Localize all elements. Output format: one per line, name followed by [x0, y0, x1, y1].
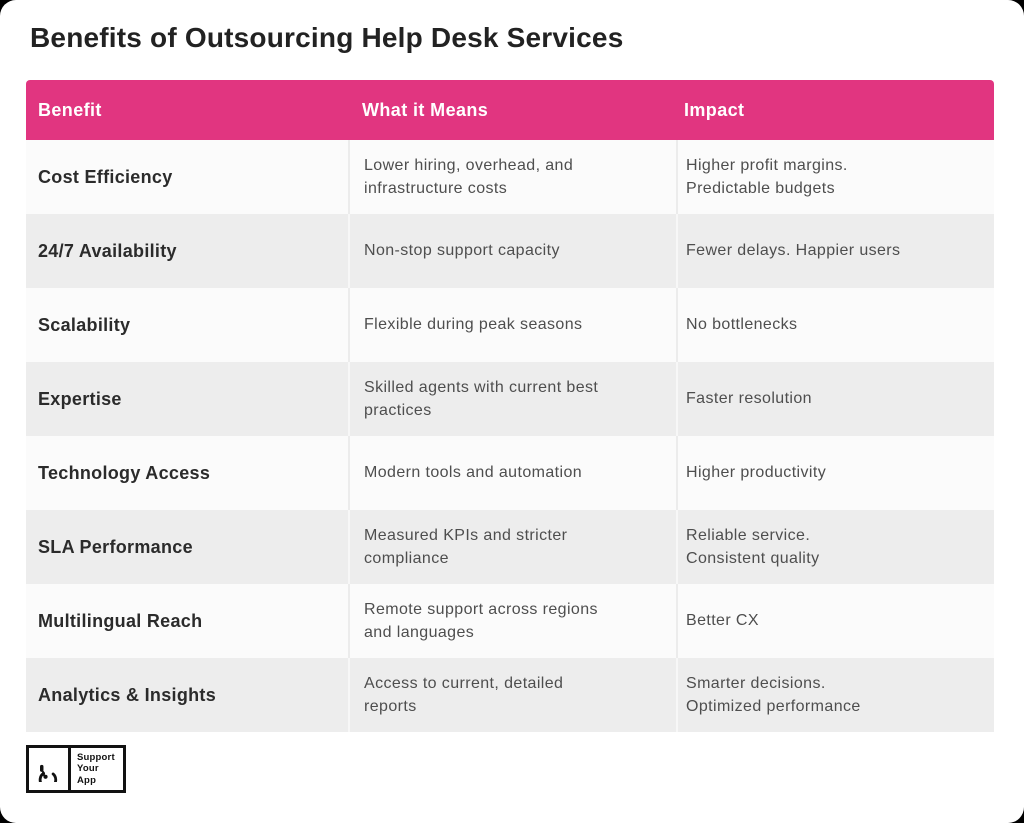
impact-cell: No bottlenecks: [676, 288, 994, 362]
impact-cell: Higher productivity: [676, 436, 994, 510]
meaning-cell: Lower hiring, overhead, and infrastructu…: [348, 140, 676, 214]
logo-text-line: Support: [77, 751, 115, 763]
table-row-sla-performance: SLA Performance Measured KPIs and strict…: [26, 510, 994, 584]
table-row-analytics-insights: Analytics & Insights Access to current, …: [26, 658, 994, 732]
impact-cell: Fewer delays. Happier users: [676, 214, 994, 288]
table-row-scalability: Scalability Flexible during peak seasons…: [26, 288, 994, 362]
headset-icon: [29, 748, 71, 790]
meaning-cell: Skilled agents with current best practic…: [348, 362, 676, 436]
logo-text-line: App: [77, 774, 97, 786]
impact-cell: Higher profit margins. Predictable budge…: [676, 140, 994, 214]
meaning-cell: Non-stop support capacity: [348, 214, 676, 288]
impact-cell: Reliable service. Consistent quality: [676, 510, 994, 584]
table-row-availability: 24/7 Availability Non-stop support capac…: [26, 214, 994, 288]
benefit-cell: Cost Efficiency: [38, 166, 173, 187]
column-header-impact: Impact: [684, 99, 745, 120]
table-row-technology-access: Technology Access Modern tools and autom…: [26, 436, 994, 510]
meaning-cell: Flexible during peak seasons: [348, 288, 676, 362]
column-header-what-it-means: What it Means: [362, 99, 489, 120]
impact-cell: Smarter decisions. Optimized performance: [676, 658, 994, 732]
table-row-multilingual-reach: Multilingual Reach Remote support across…: [26, 584, 994, 658]
benefit-cell: SLA Performance: [38, 536, 193, 557]
benefit-cell: Multilingual Reach: [38, 610, 203, 631]
benefit-cell: Analytics & Insights: [38, 684, 217, 705]
support-your-app-logo: Support Your App: [26, 745, 126, 793]
benefit-cell: Scalability: [38, 314, 131, 335]
logo-text-line: Your: [77, 763, 99, 775]
table-row-expertise: Expertise Skilled agents with current be…: [26, 362, 994, 436]
table-row-cost-efficiency: Cost Efficiency Lower hiring, overhead, …: [26, 140, 994, 214]
impact-cell: Faster resolution: [676, 362, 994, 436]
meaning-cell: Measured KPIs and stricter compliance: [348, 510, 676, 584]
benefits-table: Benefit What it Means Impact Cost Effici…: [26, 80, 994, 732]
page-title: Benefits of Outsourcing Help Desk Servic…: [30, 22, 624, 53]
benefit-cell: 24/7 Availability: [38, 240, 177, 261]
meaning-cell: Access to current, detailed reports: [348, 658, 676, 732]
logo-text: Support Your App: [71, 748, 123, 790]
benefit-cell: Technology Access: [38, 462, 211, 483]
table-header-row: Benefit What it Means Impact: [26, 80, 994, 140]
meaning-cell: Modern tools and automation: [348, 436, 676, 510]
meaning-cell: Remote support across regions and langua…: [348, 584, 676, 658]
column-header-benefit: Benefit: [38, 99, 102, 120]
benefit-cell: Expertise: [38, 388, 122, 409]
impact-cell: Better CX: [676, 584, 994, 658]
